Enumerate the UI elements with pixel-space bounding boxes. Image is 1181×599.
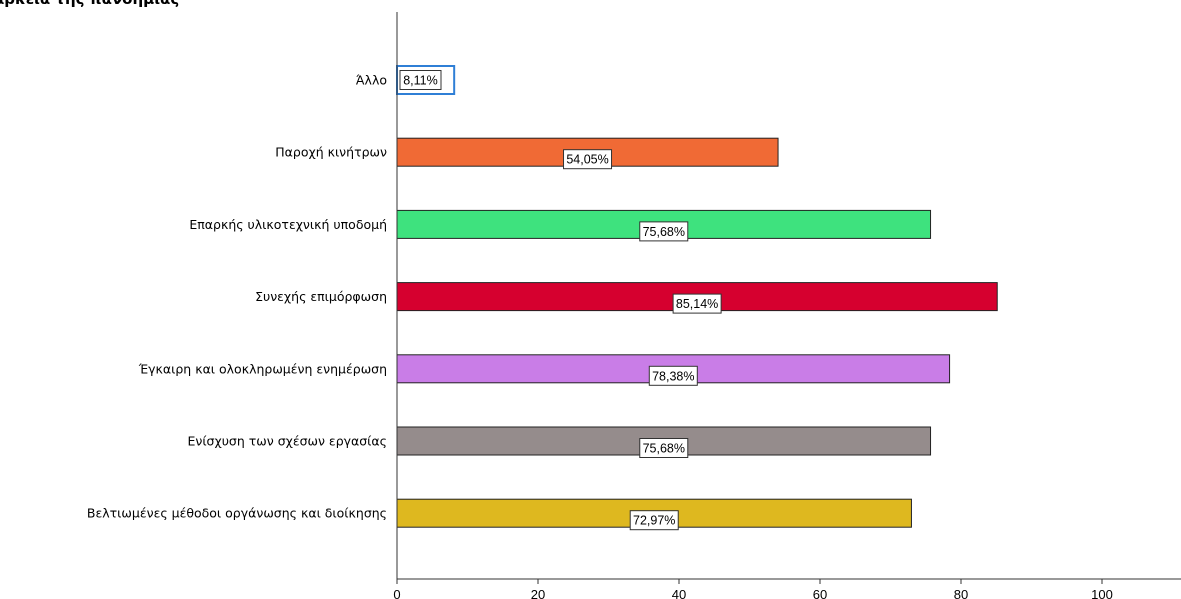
data-label-box [648,365,698,386]
data-label-box [639,438,689,458]
data-label: 75,68% [643,225,685,239]
category-label: Έγκαιρη και ολοκληρωμένη ενημέρωση [138,361,387,376]
category-label: Άλλο [356,73,387,88]
data-label-box [629,510,679,531]
chart-title: αρκεια της πανδημίας [0,0,179,8]
data-label: 8,11% [403,74,438,88]
x-tick-label: 40 [672,587,686,599]
data-label: 72,97% [633,514,675,528]
data-label-box [563,149,613,170]
category-label: Επαρκής υλικοτεχνική υποδομή [189,217,387,232]
data-label-box [399,70,442,90]
data-label-box [639,221,689,242]
data-label: 78,38% [652,369,694,383]
x-tick-label: 100 [1091,587,1113,599]
x-tick-label: 20 [531,587,545,599]
category-label: Συνεχής επιμόρφωση [255,289,387,304]
x-tick-label: 60 [813,587,827,599]
category-label: Παροχή κινήτρων [275,145,387,160]
category-label: Ενίσχυση των σχέσων εργασίας [187,434,387,449]
x-tick-label: 0 [393,587,400,599]
data-label: 75,68% [643,442,685,456]
data-label-box [672,293,722,314]
data-label: 85,14% [676,297,718,311]
x-tick-label: 80 [954,587,968,599]
data-label: 54,05% [566,153,608,167]
category-label: Βελτιωμένες μέθοδοι οργάνωσης και διοίκη… [87,506,387,521]
